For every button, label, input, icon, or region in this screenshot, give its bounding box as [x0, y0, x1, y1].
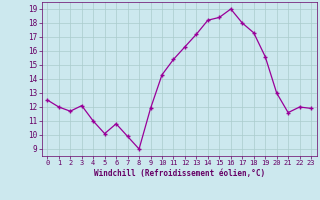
X-axis label: Windchill (Refroidissement éolien,°C): Windchill (Refroidissement éolien,°C)	[94, 169, 265, 178]
